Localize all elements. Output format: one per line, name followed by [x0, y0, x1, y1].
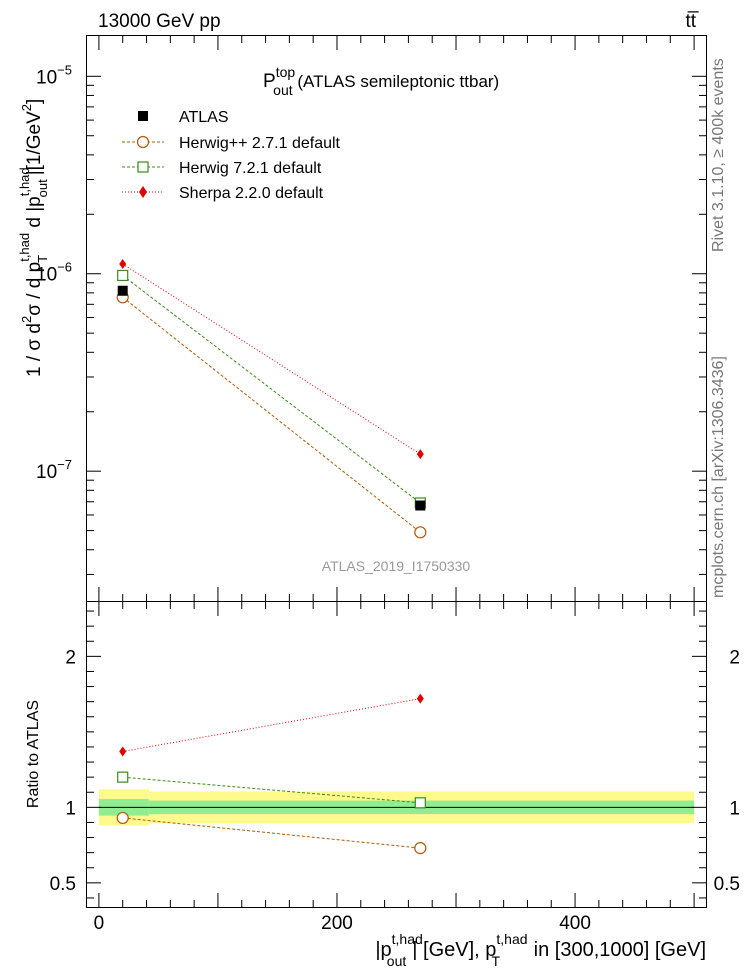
upper-ytick-label: 10−5 — [36, 62, 72, 88]
header-process: tt̅ — [685, 11, 699, 32]
upper-point-herwig-7-2-1-default — [117, 269, 129, 282]
upper-series-markers — [116, 259, 427, 539]
plot-title-sup: top — [276, 64, 296, 80]
header-energy: 13000 GeV pp — [98, 11, 221, 32]
upper-ytick-label: 10−7 — [36, 457, 72, 483]
x-axis-label: |pt,had out | [GeV], pt,had T in [300,1000]… — [375, 931, 706, 969]
legend-sherpa-label: Sherpa 2.2.0 default — [179, 185, 324, 202]
ratio-ytick-label-left: 0.5 — [50, 874, 76, 895]
legend-herwigpp-marker — [136, 135, 150, 149]
ratio-ytick-label-right: 1 — [729, 798, 740, 819]
ratio-point-herwig-7-2-1-default — [414, 797, 426, 809]
upper-point-atlas — [415, 500, 426, 511]
upper-point-atlas — [117, 285, 128, 296]
upper-point-sherpa-2-2-0-default — [119, 259, 127, 270]
ratio-frame — [86, 601, 707, 908]
x-tick-label: 200 — [321, 913, 353, 934]
mcplots-label: mcplots.cern.ch [arXiv:1306.3436] — [710, 356, 727, 598]
plot-title-main: P — [263, 71, 276, 92]
plot-title-sub: out — [273, 82, 293, 98]
ratio-line-sherpa-2-2-0-default — [122, 698, 421, 752]
ratio-ytick-label-right: 2 — [729, 647, 740, 668]
legend-atlas-marker — [138, 111, 148, 121]
plot-title-rest: (ATLAS semileptonic ttbar) — [293, 72, 500, 91]
ratio-ytick-label-right: 0.5 — [714, 874, 740, 895]
axis-ticks: 10−5 10−6 10−7 0 200 400 0.5 0.5 1 1 2 2 — [36, 36, 740, 934]
upper-line-sherpa-2-2-0-default — [122, 263, 421, 455]
ratio-ytick-label-left: 1 — [65, 798, 76, 819]
legend: ATLAS Herwig++ 2.7.1 default Herwig 7.2.… — [122, 109, 341, 202]
ratio-point-herwig-2-7-1-default — [116, 811, 129, 825]
legend-atlas-label: ATLAS — [179, 109, 229, 126]
legend-herwig7-marker — [137, 161, 149, 173]
ratio-series-lines — [122, 698, 421, 849]
upper-point-sherpa-2-2-0-default — [416, 449, 424, 460]
upper-line-herwig-7-2-1-default — [122, 275, 421, 504]
plot-title: Ptop out (ATLAS semileptonic ttbar) — [263, 64, 499, 98]
ratio-point-herwig-2-7-1-default — [414, 842, 427, 855]
upper-line-herwig-2-7-1-default — [122, 296, 421, 533]
ratio-point-herwig-7-2-1-default — [117, 771, 129, 783]
ratio-point-sherpa-2-2-0-default — [416, 693, 424, 704]
ratio-ytick-label-left: 2 — [65, 647, 76, 668]
upper-ytick-label: 10−6 — [36, 260, 72, 286]
ratio-point-sherpa-2-2-0-default — [119, 746, 127, 757]
upper-y-axis-label: 1 / σ d2σ / d pt,had T d |pt,had out|[1/Ge… — [17, 99, 50, 377]
upper-series-lines — [122, 263, 421, 533]
x-tick-label: 400 — [559, 913, 591, 934]
x-tick-label: 0 — [94, 913, 105, 934]
ratio-series-markers — [116, 693, 427, 855]
analysis-label: ATLAS_2019_I1750330 — [322, 558, 471, 574]
legend-sherpa-marker — [139, 186, 147, 198]
legend-herwig7-label: Herwig 7.2.1 default — [179, 160, 322, 177]
upper-point-herwig-2-7-1-default — [414, 526, 427, 539]
rivet-label: Rivet 3.1.10, ≥ 400k events — [710, 58, 727, 252]
ratio-y-axis-label: Ratio to ATLAS — [25, 700, 42, 808]
legend-herwigpp-label: Herwig++ 2.7.1 default — [179, 135, 341, 152]
ratio-uncertainty-bands — [98, 789, 695, 826]
